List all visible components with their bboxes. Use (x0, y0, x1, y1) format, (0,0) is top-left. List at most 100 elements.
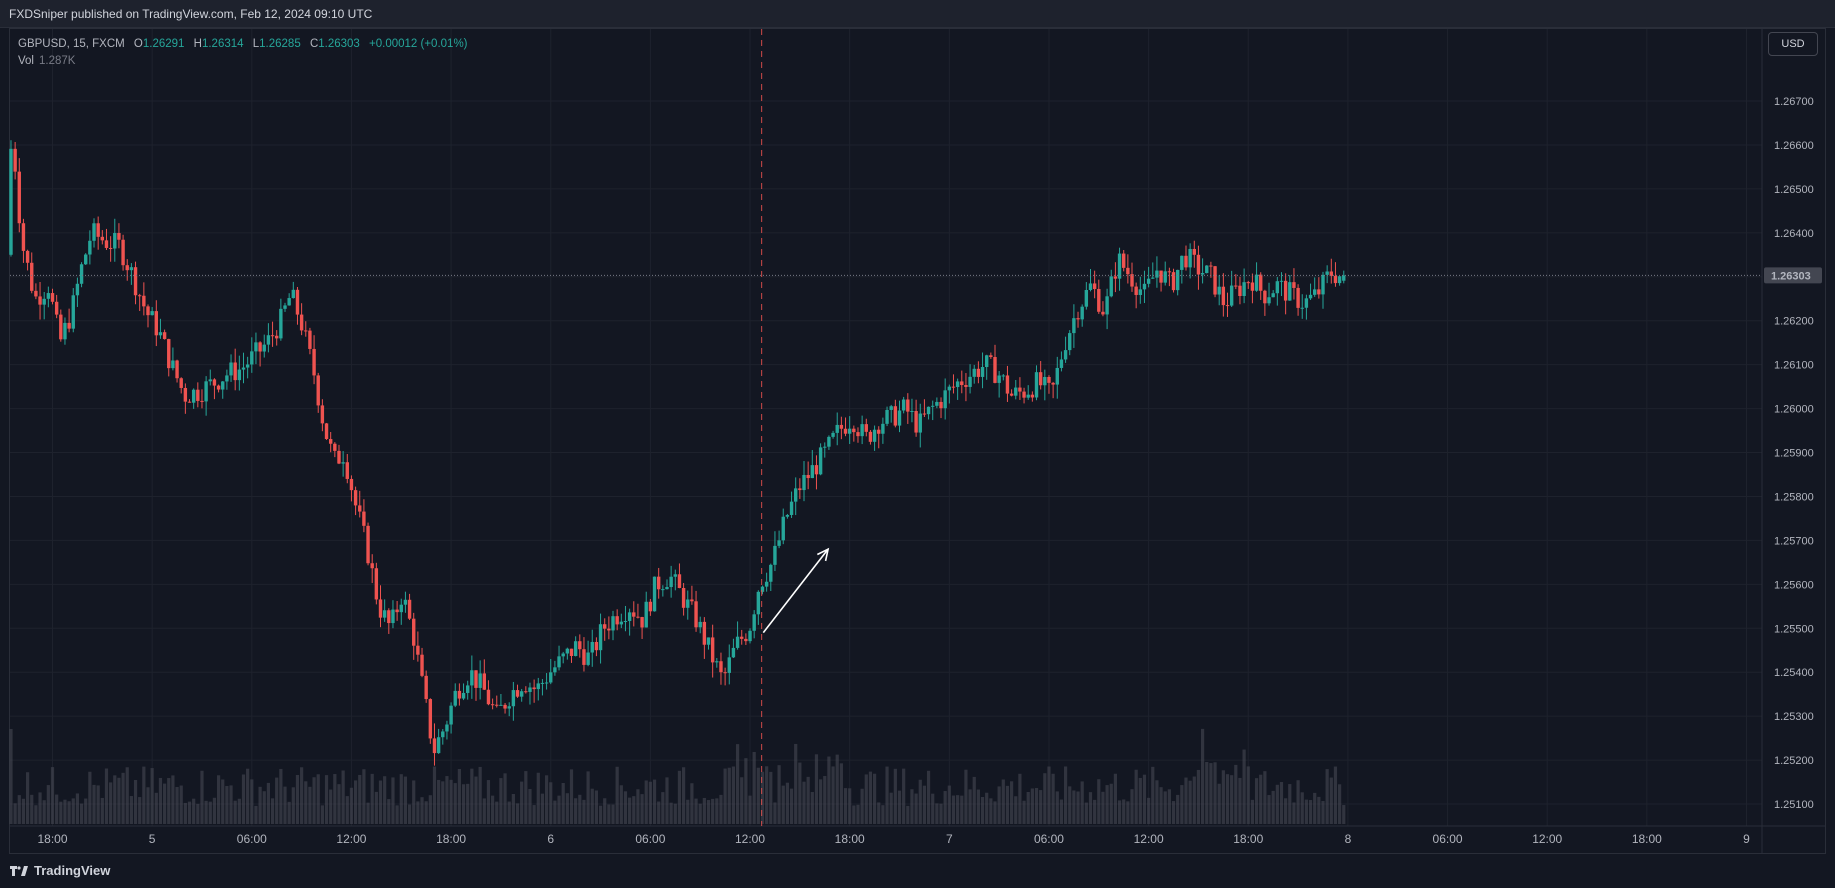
volume-bar (885, 766, 889, 824)
volume-bar (1117, 800, 1122, 824)
volume-bar (586, 771, 590, 824)
volume-bar (1084, 802, 1088, 824)
volume-bar (349, 787, 354, 824)
volume-bar (1308, 800, 1313, 824)
currency-button[interactable]: USD (1768, 32, 1818, 56)
price-tick-label: 1.26700 (1774, 96, 1814, 108)
volume-bar (789, 788, 794, 824)
volume-bar (652, 779, 657, 824)
candle-body (827, 436, 831, 447)
volume-bar (84, 798, 88, 824)
time-tick-label: 18:00 (1233, 832, 1263, 846)
volume-bar (1275, 784, 1279, 824)
candle-body (1321, 274, 1325, 295)
price-tick-label: 1.25900 (1774, 448, 1814, 460)
candle-body (852, 428, 856, 433)
candle-body (557, 656, 561, 668)
volume-bar (150, 768, 154, 824)
volume-bar (1059, 799, 1064, 824)
candle-body (212, 379, 217, 386)
volume-bar (383, 776, 387, 824)
volume-bar (192, 798, 196, 824)
volume-bar (889, 792, 893, 824)
volume-bar (453, 783, 457, 824)
volume-bar (922, 785, 927, 824)
volume-bar (1325, 769, 1329, 824)
volume-bar (677, 770, 682, 824)
candle-body (432, 738, 437, 754)
candle-body (1242, 282, 1246, 296)
volume-bar (536, 772, 540, 824)
candle-body (885, 409, 889, 424)
candle-body (611, 616, 615, 631)
candle-body (92, 223, 96, 241)
time-tick-label: 8 (1345, 832, 1352, 846)
price-tick-label: 1.25100 (1774, 799, 1814, 811)
volume-bar (154, 792, 158, 824)
candle-body (299, 314, 304, 331)
candle-body (598, 624, 603, 651)
symbol-label[interactable]: GBPUSD, 15, FXCM (18, 38, 125, 50)
candle-body (1184, 255, 1188, 268)
candle-body (270, 335, 275, 337)
candle-body (374, 568, 379, 600)
candle-body (943, 390, 947, 409)
candle-body (420, 654, 424, 676)
candle-body (698, 621, 702, 628)
volume-bar (1022, 800, 1026, 824)
volume-bar (819, 779, 823, 824)
open-key: O (133, 38, 143, 50)
candle-body (777, 540, 781, 546)
candle-body (661, 589, 665, 591)
candle-body (113, 233, 117, 249)
volume-bar (237, 798, 241, 824)
candle-body (486, 689, 491, 705)
volume-bar (67, 801, 71, 824)
candle-body (897, 410, 902, 426)
tradingview-brand[interactable]: TradingView (10, 863, 110, 878)
candle-body (789, 501, 794, 515)
volume-bar (897, 790, 902, 824)
candle-body (1159, 270, 1163, 283)
volume-bar (951, 795, 956, 824)
price-tick-label: 1.26600 (1774, 140, 1814, 152)
volume-bar (378, 780, 383, 824)
last-price-tag (1764, 267, 1822, 284)
candle-body (764, 581, 769, 587)
volume-bar (1130, 789, 1134, 824)
candle-body (1221, 286, 1226, 306)
volume-bar (1151, 766, 1155, 824)
volume-bar (731, 766, 736, 824)
volume-bar (843, 788, 848, 824)
volume-label[interactable]: Vol (18, 55, 34, 67)
volume-bar (943, 791, 947, 824)
candle-body (872, 429, 877, 442)
candle-body (1009, 393, 1014, 396)
candle-body (748, 630, 752, 642)
candle-body (694, 601, 698, 628)
candle-body (735, 636, 740, 648)
candle-body (1205, 265, 1209, 274)
candle-body (1109, 276, 1113, 297)
volume-bar (1338, 784, 1342, 824)
candle-body (262, 344, 266, 352)
close-key: C (309, 38, 319, 50)
candle-body (1337, 276, 1342, 284)
candle-body (744, 638, 748, 642)
candle-body (312, 348, 316, 376)
volume-bar (117, 777, 121, 824)
candle-body (1068, 333, 1072, 351)
candle-body (710, 637, 715, 663)
volume-bar (283, 786, 287, 824)
candle-body (860, 424, 864, 437)
candle-body (154, 311, 158, 336)
time-tick-label: 18:00 (1632, 832, 1662, 846)
volume-bar (158, 777, 163, 824)
volume-bar (515, 803, 520, 824)
volume-bar (254, 805, 258, 824)
candle-body (1225, 305, 1230, 307)
candle-body (324, 423, 329, 440)
volume-bar (1321, 801, 1325, 824)
volume-bar (445, 776, 449, 824)
